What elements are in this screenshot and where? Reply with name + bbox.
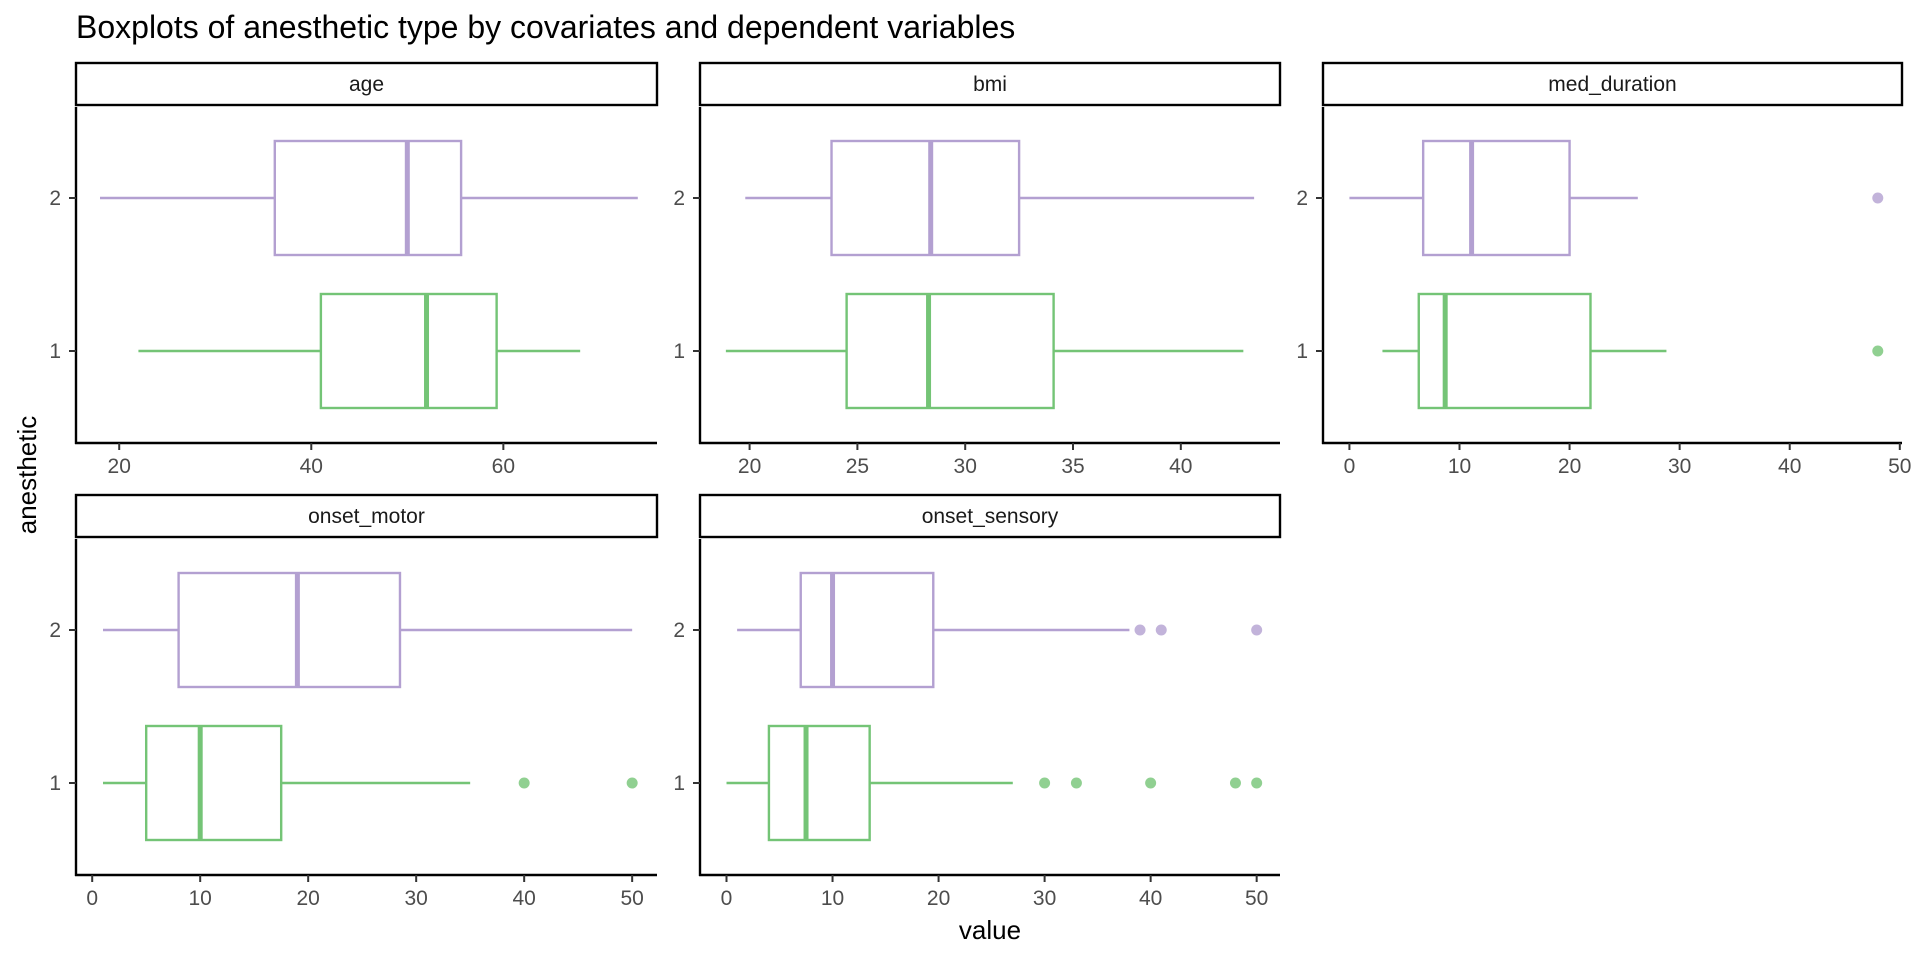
x-tick-label: 60	[492, 455, 515, 478]
outlier-point	[1872, 192, 1884, 204]
x-tick-label: 50	[1888, 455, 1911, 478]
x-tick-label: 10	[1448, 455, 1471, 478]
box	[273, 139, 463, 257]
chart-title: Boxplots of anesthetic type by covariate…	[76, 9, 1015, 45]
x-tick-label: 20	[297, 887, 320, 910]
x-tick-label: 50	[620, 887, 643, 910]
boxplot-group-2	[737, 571, 1263, 689]
facet-strip-label: bmi	[973, 73, 1007, 96]
x-tick-label: 35	[1061, 455, 1084, 478]
boxplot-group-1	[102, 724, 638, 842]
x-tick-label: 20	[1558, 455, 1581, 478]
x-tick-label: 0	[1344, 455, 1356, 478]
x-tick-label: 40	[1169, 455, 1192, 478]
box	[319, 292, 498, 410]
x-tick-label: 0	[86, 887, 98, 910]
facet-strip-label: age	[349, 73, 384, 96]
outlier-point	[1229, 777, 1241, 789]
outlier-point	[1070, 777, 1082, 789]
x-tick-label: 10	[189, 887, 212, 910]
outlier-point	[1155, 624, 1167, 636]
boxplot-group-2	[745, 139, 1255, 257]
boxplot-group-1	[726, 724, 1263, 842]
boxplot-group-1	[138, 292, 581, 410]
outlier-point	[1039, 777, 1051, 789]
facet-strip-label: onset_sensory	[922, 505, 1059, 528]
x-tick-label: 40	[1139, 887, 1162, 910]
facet-strip-label: onset_motor	[308, 505, 425, 528]
box	[177, 571, 402, 689]
x-tick-label: 40	[512, 887, 535, 910]
box	[845, 292, 1055, 410]
outlier-point	[1251, 777, 1263, 789]
outlier-point	[1134, 624, 1146, 636]
x-tick-label: 25	[846, 455, 869, 478]
x-tick-label: 40	[300, 455, 323, 478]
boxplot-group-2	[100, 139, 638, 257]
facet-strip	[698, 493, 1282, 539]
x-tick-label: 10	[821, 887, 844, 910]
box	[767, 724, 871, 842]
y-tick-label: 1	[49, 772, 61, 795]
x-tick-label: 20	[738, 455, 761, 478]
facet-strip-label: med_duration	[1548, 73, 1676, 96]
x-tick-label: 30	[1033, 887, 1056, 910]
box	[144, 724, 283, 842]
outlier-point	[518, 777, 530, 789]
y-tick-label: 2	[49, 187, 61, 210]
outlier-point	[1872, 345, 1884, 357]
x-tick-label: 50	[1245, 887, 1268, 910]
x-tick-label: 30	[1668, 455, 1691, 478]
boxplot-group-1	[725, 292, 1244, 410]
facet-strip	[698, 61, 1282, 107]
boxplot-group-2	[1349, 139, 1884, 257]
facet-strip	[74, 493, 659, 539]
outlier-point	[1251, 624, 1263, 636]
y-tick-label: 1	[49, 340, 61, 363]
x-axis-title: value	[959, 915, 1021, 945]
outlier-point	[1145, 777, 1157, 789]
x-tick-label: 0	[721, 887, 733, 910]
facet-strip	[74, 61, 659, 107]
x-tick-label: 20	[108, 455, 131, 478]
y-tick-label: 1	[1296, 340, 1308, 363]
y-tick-label: 2	[673, 619, 685, 642]
boxplot-group-1	[1382, 292, 1884, 410]
x-tick-label: 20	[927, 887, 950, 910]
y-axis-title: anesthetic	[12, 416, 42, 535]
facet-panel-age: age 1 2 20 40 60	[49, 61, 659, 478]
y-tick-label: 2	[673, 187, 685, 210]
x-tick-label: 30	[954, 455, 977, 478]
box	[830, 139, 1021, 257]
x-tick-label: 40	[1778, 455, 1801, 478]
boxplot-group-2	[102, 571, 633, 689]
outlier-point	[626, 777, 638, 789]
y-tick-label: 1	[673, 340, 685, 363]
box	[799, 571, 935, 689]
facet-strip	[1321, 61, 1904, 107]
y-tick-label: 2	[1296, 187, 1308, 210]
x-tick-label: 30	[404, 887, 427, 910]
facet-panel-bmi: bmi 1 2 20 25 30 35 40	[673, 61, 1282, 478]
y-tick-label: 2	[49, 619, 61, 642]
y-tick-label: 1	[673, 772, 685, 795]
box	[1421, 139, 1571, 257]
